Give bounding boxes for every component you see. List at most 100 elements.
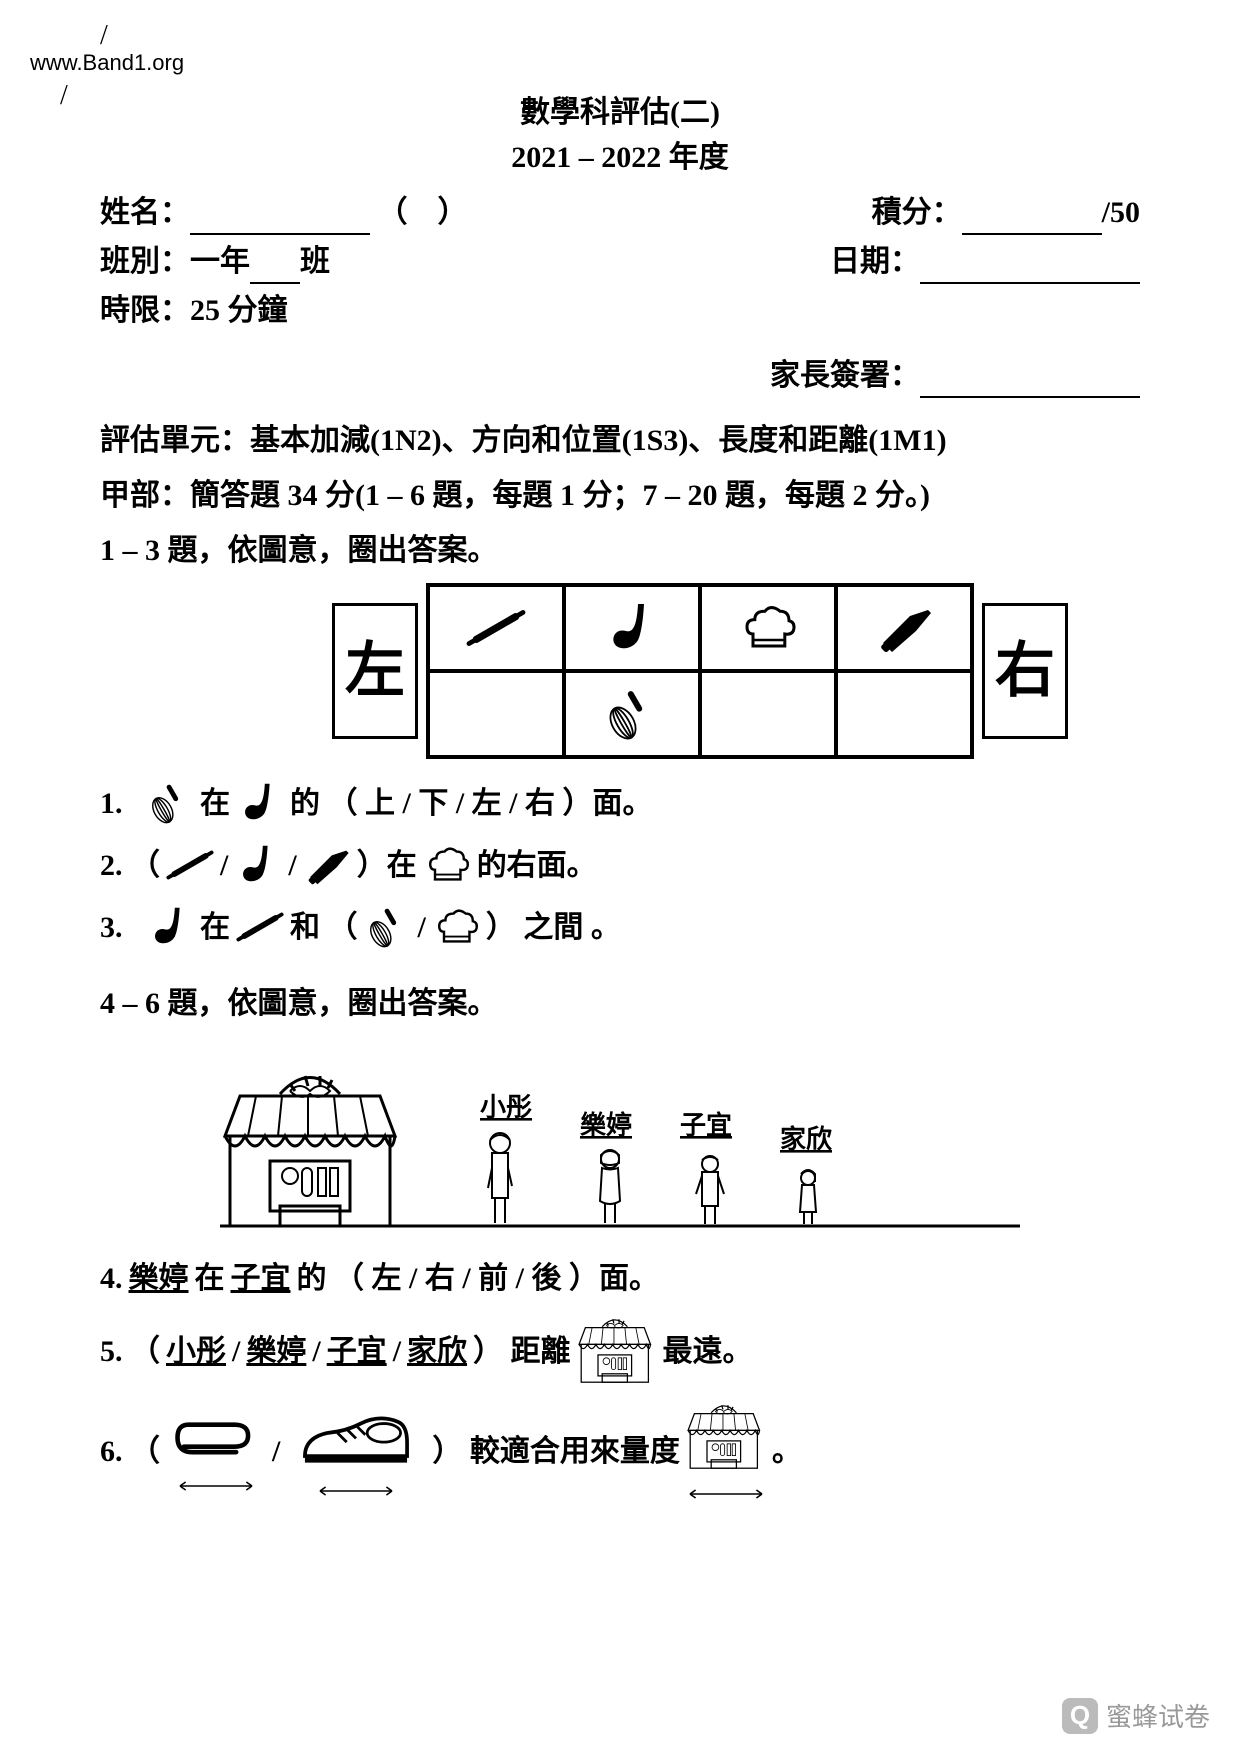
units-line: 評估單元：基本加減(1N2)、方向和位置(1S3)、長度和距離(1M1) (100, 418, 1140, 463)
q2-s1: / (220, 843, 228, 888)
label-class-prefix: 班別：一年 (100, 245, 250, 278)
watermark-url: www.Band1.org (30, 50, 184, 76)
q5-n4: 家欣 (407, 1329, 467, 1374)
kitchen-diagram: 左 右 (260, 583, 1140, 759)
q5-s1: / (232, 1329, 240, 1374)
q2-tail: 的右面。 (477, 843, 597, 888)
blank-score[interactable] (962, 197, 1102, 235)
title-line-1: 數學科評估(二) (100, 90, 1140, 135)
label-date: 日期： (830, 245, 920, 278)
footer-watermark: Q 蜜蜂试卷 (1062, 1697, 1210, 1734)
q1-a: 在 (200, 781, 230, 826)
q6-s: / (272, 1429, 280, 1474)
q6-mid: ） 較適合用來量度 (432, 1429, 680, 1474)
whisk-icon (364, 903, 412, 951)
q6-pre: 6. （ (100, 1429, 160, 1474)
cell-whisk (564, 671, 700, 757)
q3: 3. 在 和 （ / ） 之間 。 (100, 903, 1140, 951)
q6-tail: 。 (772, 1429, 802, 1474)
name-3: 子宜 (680, 1110, 732, 1140)
q6: 6. （ / ） 較適合用來量度 。 (100, 1401, 1140, 1502)
q5-n1: 小彤 (166, 1329, 226, 1374)
paperclip-icon (166, 1410, 266, 1465)
instr-1-3: 1 – 3 題，依圖意，圈出答案。 (100, 528, 1140, 573)
whisk-icon (602, 684, 662, 744)
chefhat-icon (432, 903, 480, 951)
q4-n1: 樂婷 (129, 1256, 189, 1301)
cell-knife (836, 585, 972, 671)
chefhat-icon (738, 598, 798, 658)
cell-empty-3 (836, 671, 972, 757)
label-parent-sign: 家長簽署： (770, 359, 920, 392)
knife-icon (874, 598, 934, 658)
instr-4-6: 4 – 6 題，依圖意，圈出答案。 (100, 981, 1140, 1026)
watermark-logo-icon: Q (1062, 1698, 1098, 1734)
cell-ladle (564, 585, 700, 671)
q1-num: 1. (100, 781, 140, 826)
q5-n2: 樂婷 (246, 1329, 306, 1374)
arrow-icon (166, 1478, 266, 1494)
q1-b: 的 （ 上 / 下 / 左 / 右 ）面。 (290, 781, 653, 826)
q5-pre: 5. （ (100, 1329, 160, 1374)
ladle-icon (602, 598, 662, 658)
name-2: 樂婷 (580, 1110, 632, 1140)
right-box: 右 (982, 603, 1068, 739)
cell-chefhat (700, 585, 836, 671)
q2: 2. （ / / ）在 的右面。 (100, 841, 1140, 889)
q5-n3: 子宜 (327, 1329, 387, 1374)
q2-after: ）在 (357, 843, 417, 888)
q3-a: 在 (200, 905, 230, 950)
q3-num: 3. (100, 905, 140, 950)
blank-class[interactable] (250, 246, 300, 284)
q2-num: 2. （ (100, 843, 160, 888)
q5-s2: / (312, 1329, 320, 1374)
q5-mid: ） 距離 (473, 1329, 571, 1374)
q4-tail: 的 （ 左 / 右 / 前 / 後 ）面。 (297, 1256, 660, 1301)
ladle-icon (236, 779, 284, 827)
q1: 1. 在 的 （ 上 / 下 / 左 / 右 ）面。 (100, 779, 1140, 827)
knife-icon (303, 841, 351, 889)
section-a: 甲部：簡答題 34 分(1 – 6 題，每題 1 分；7 – 20 題，每題 2… (100, 473, 1140, 518)
rollingpin-icon (166, 841, 214, 889)
cell-empty-2 (700, 671, 836, 757)
chefhat-icon (423, 841, 471, 889)
queue-scene: 小彤 樂婷 子宜 家欣 (220, 1036, 1140, 1236)
blank-date[interactable] (920, 246, 1140, 284)
cell-rollingpin (428, 585, 564, 671)
q3-b: 和 （ (290, 905, 358, 950)
arrow-icon (686, 1486, 766, 1502)
stray-mark-2: / (60, 80, 68, 112)
footer-watermark-text: 蜜蜂试卷 (1106, 1697, 1210, 1734)
stray-mark: / (100, 20, 108, 52)
q4-n2: 子宜 (231, 1256, 291, 1301)
q4-pre: 4. (100, 1256, 123, 1301)
arrow-icon (286, 1483, 426, 1499)
label-class-suffix: 班 (300, 245, 330, 278)
name-1: 小彤 (480, 1093, 532, 1122)
left-box: 左 (332, 603, 418, 739)
q5: 5. （ 小彤 / 樂婷 / 子宜 / 家欣 ） 距離 最遠。 (100, 1315, 1140, 1387)
whisk-icon (146, 779, 194, 827)
q5-tail: 最遠。 (663, 1329, 753, 1374)
q5-s3: / (393, 1329, 401, 1374)
q4-mid1: 在 (195, 1256, 225, 1301)
rollingpin-icon (236, 903, 284, 951)
shop-icon (686, 1401, 766, 1473)
kitchen-grid (426, 583, 974, 759)
rollingpin-icon (466, 598, 526, 658)
score-total: /50 (1102, 196, 1140, 229)
name-4: 家欣 (780, 1124, 832, 1154)
ladle-icon (146, 903, 194, 951)
q3-d: ） 之間 。 (486, 905, 621, 950)
label-name: 姓名： (100, 196, 190, 229)
paren: （ ） (378, 196, 468, 229)
shoe-icon (286, 1405, 426, 1470)
title-line-2: 2021 – 2022 年度 (100, 135, 1140, 180)
shop-icon (577, 1315, 657, 1387)
blank-name[interactable] (190, 197, 370, 235)
blank-sign[interactable] (920, 360, 1140, 398)
cell-empty-1 (428, 671, 564, 757)
label-timelimit: 時限：25 分鐘 (100, 288, 288, 333)
q2-s2: / (288, 843, 296, 888)
ladle-icon (234, 841, 282, 889)
